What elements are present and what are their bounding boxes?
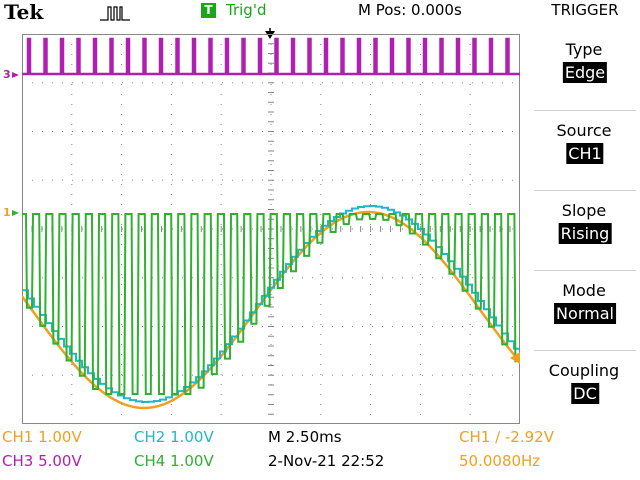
date-time: 2-Nov-21 22:52 xyxy=(268,452,385,470)
waveform-traces xyxy=(22,37,520,410)
ch4-scale: CH4 1.00V xyxy=(134,452,214,470)
ch3-trace xyxy=(22,37,520,76)
ch1-scale: CH1 1.00V xyxy=(2,428,82,446)
menu-title: TRIGGER xyxy=(551,1,619,19)
menu-item-type[interactable]: Type Edge xyxy=(534,30,636,104)
menu-value-type: Edge xyxy=(562,62,608,83)
pulse-icon xyxy=(100,6,130,21)
horizontal-position: M Pos: 0.000s xyxy=(358,1,462,19)
menu-label-coupling: Coupling xyxy=(548,361,620,380)
menu-value-slope: Rising xyxy=(558,223,612,244)
trigger-badge: T xyxy=(201,3,216,18)
top-status-bar: Tek T Trig'd M Pos: 0.000s xyxy=(0,0,530,39)
trigger-menu: TRIGGER Type Edge Source CH1 Slope Risin… xyxy=(530,0,640,424)
brand-logo: Tek xyxy=(4,0,44,24)
ch4-trace xyxy=(22,213,520,395)
ch1-marker-arrow-icon xyxy=(12,210,19,216)
trigger-status: Trig'd xyxy=(226,1,267,19)
ch3-marker[interactable]: 3 xyxy=(3,68,11,81)
menu-value-coupling: DC xyxy=(571,383,599,404)
timebase: M 2.50ms xyxy=(268,428,342,446)
menu-label-source: Source xyxy=(556,121,612,140)
frequency-readout: 50.0080Hz xyxy=(459,452,541,470)
menu-label-mode: Mode xyxy=(562,281,606,300)
trigger-level-marker-icon xyxy=(510,352,520,364)
ch3-scale: CH3 5.00V xyxy=(2,452,82,470)
menu-item-mode[interactable]: Mode Normal xyxy=(534,270,636,345)
menu-item-slope[interactable]: Slope Rising xyxy=(534,190,636,265)
menu-label-type: Type xyxy=(565,40,603,59)
ch1-marker[interactable]: 1 xyxy=(3,206,11,219)
ch2-scale: CH2 1.00V xyxy=(134,428,214,446)
ch3-marker-arrow-icon xyxy=(12,72,19,78)
menu-label-slope: Slope xyxy=(561,201,607,220)
waveform-display xyxy=(22,34,520,424)
trigger-level: CH1 ∕ -2.92V xyxy=(459,428,554,446)
graticule xyxy=(22,34,520,424)
menu-item-source[interactable]: Source CH1 xyxy=(534,110,636,185)
menu-item-coupling[interactable]: Coupling DC xyxy=(534,350,636,425)
menu-value-mode: Normal xyxy=(554,303,616,324)
menu-value-source: CH1 xyxy=(566,143,604,164)
